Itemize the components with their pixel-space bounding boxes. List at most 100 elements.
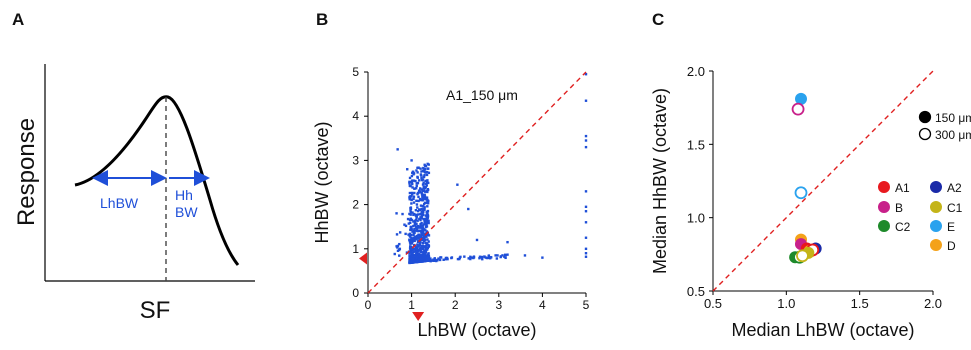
panel-b-point (413, 223, 416, 227)
panel-c-legend-area-label: E (947, 220, 955, 234)
panel-b-point (409, 211, 413, 214)
panel-b-point (523, 254, 527, 257)
panel-b-point (398, 242, 401, 246)
panel-b-x-tick-label: 3 (495, 298, 502, 312)
panel-b-point (395, 212, 398, 215)
panel-b-point (427, 254, 431, 258)
panel-b-x-tick-label: 0 (365, 298, 372, 312)
panel-b-point (414, 187, 418, 190)
panel-b-point (417, 208, 421, 211)
panel-b-point (406, 168, 409, 171)
panel-b-y-tick-label: 0 (352, 286, 359, 300)
panel-b-point (414, 209, 418, 212)
panel-b-point (423, 208, 426, 211)
panel-b-point (456, 183, 459, 186)
panel-b-point (419, 229, 422, 232)
panel-b-point (436, 258, 439, 262)
panel-b-point (413, 256, 416, 260)
panel-b-point (458, 257, 461, 261)
panel-b-point (420, 214, 423, 217)
panel-b-point (415, 234, 418, 238)
panel-b-point (409, 228, 412, 232)
panel-b-point (420, 188, 424, 191)
panel-b-point (420, 221, 423, 225)
panel-b-x-tick-label: 2 (452, 298, 459, 312)
panel-b-point (415, 169, 418, 172)
panel-b-point (410, 245, 413, 249)
panel-b-point (422, 166, 425, 170)
panel-b-point (419, 167, 422, 170)
panel-b-point (487, 254, 491, 257)
panel-b-point (409, 209, 412, 212)
panel-b-point (423, 206, 426, 209)
panel-b-point (414, 229, 417, 232)
panel-b-point (427, 243, 430, 247)
panel-b-point (414, 250, 417, 253)
panel-b-point (429, 257, 432, 260)
panel-b-point (408, 241, 412, 244)
panel-b-point (584, 205, 588, 209)
panel-b-point (410, 174, 414, 178)
panel-b-point (584, 247, 588, 250)
panel-b-point (416, 240, 420, 244)
panel-b-point (421, 227, 424, 230)
panel-b-point (423, 234, 427, 238)
panel-b-point (411, 171, 414, 175)
panel-b-point (398, 231, 402, 234)
panel-b-point (419, 235, 422, 238)
panel-b-point (423, 259, 426, 263)
panel-c-legend-area-label: C2 (895, 220, 911, 234)
panel-b-point (423, 163, 426, 167)
panel-b-point (412, 197, 415, 201)
panel-b-y-tick-label: 3 (352, 153, 359, 167)
panel-c-x-tick-label: 1.0 (777, 296, 795, 311)
panel-b-point (422, 257, 425, 260)
panel-b-point (424, 225, 428, 229)
panel-b-point (410, 240, 413, 244)
panel-b-y-tick-label: 2 (352, 198, 359, 212)
panel-a-lhbw-label: LhBW (100, 195, 139, 211)
panel-b-point (489, 256, 492, 259)
panel-a-xlabel: SF (140, 297, 171, 324)
panel-c-x-tick-label: 1.5 (851, 296, 869, 311)
panel-b-point (411, 186, 414, 189)
panel-b-point (409, 221, 412, 225)
panel-b-point (584, 134, 588, 138)
panel-c-point-c1-300 (796, 249, 809, 263)
panel-b-point (420, 232, 423, 235)
panel-a-tuning-curve (74, 95, 240, 266)
panel-b-point (409, 254, 413, 257)
panel-b-point (423, 193, 426, 196)
panel-b-point (467, 257, 470, 260)
panel-b-point (420, 238, 424, 242)
panel-b-point (425, 235, 428, 238)
panel-b-point (420, 191, 423, 195)
panel-b-point (426, 188, 430, 192)
panel-b-point (442, 258, 445, 261)
panel-b-point (419, 249, 423, 252)
panel-b-point (420, 193, 424, 196)
panel-b-point (393, 252, 396, 256)
panel-b-point (503, 255, 506, 258)
panel-b-point (480, 255, 484, 259)
panel-b-point (421, 245, 425, 248)
panel-b-point (422, 254, 425, 257)
panel-c-legend-depth-marker (918, 110, 932, 124)
panel-c-legend-area-marker (878, 181, 890, 193)
panel-b-point (446, 257, 449, 261)
panel-b-point (415, 213, 418, 217)
panel-a-hhbw-label-line2: BW (175, 204, 198, 220)
panel-b-point (422, 237, 426, 241)
panel-b-point (413, 261, 416, 264)
panel-b-point (404, 232, 407, 236)
panel-b-point (413, 187, 416, 190)
panel-b-point (426, 167, 430, 170)
panel-b-diagonal (367, 71, 587, 294)
panel-b-point (415, 253, 418, 256)
panel-b-point (420, 259, 423, 262)
panel-b-point (425, 210, 429, 214)
panel-b-point (423, 196, 426, 200)
panel-b-point (419, 218, 422, 222)
panel-c-legend-area-marker (878, 201, 890, 213)
panel-b-point (423, 249, 426, 252)
